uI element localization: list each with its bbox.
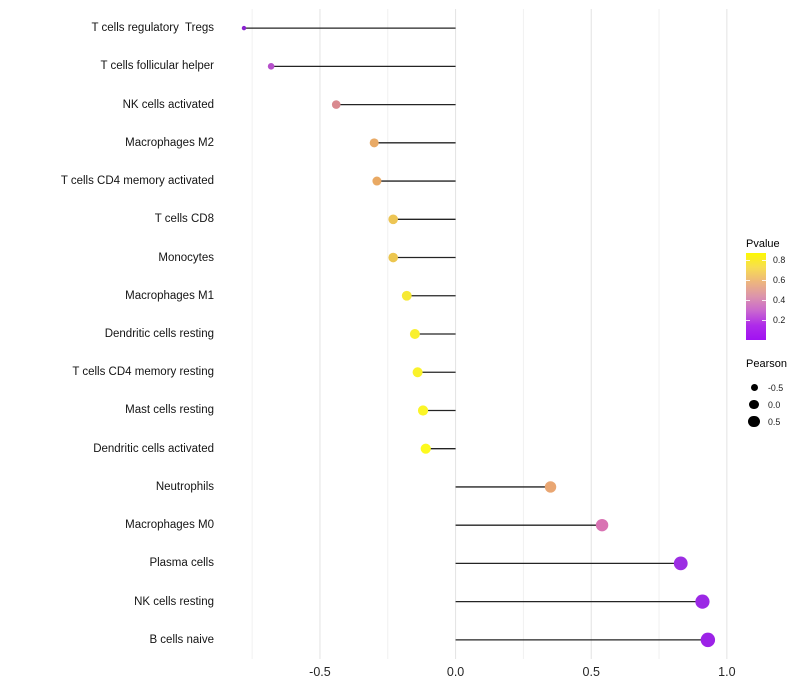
- lollipop-point: [700, 632, 716, 648]
- y-axis-label: T cells CD8: [154, 213, 214, 226]
- y-axis-label: B cells naive: [149, 633, 214, 646]
- pvalue-tick-label: 0.6: [773, 275, 786, 285]
- lollipop-plot-svg: [241, 9, 728, 659]
- y-axis-label: Mast cells resting: [125, 404, 214, 417]
- y-axis-label: Dendritic cells resting: [104, 328, 214, 340]
- pvalue-bar-tick: [762, 320, 766, 321]
- pearson-item-label: 0.5: [768, 416, 781, 427]
- lollipop-point: [241, 25, 247, 31]
- lollipop-point: [695, 594, 710, 609]
- x-axis-tick-label: -0.5: [309, 665, 331, 679]
- y-axis-label: Plasma cells: [149, 557, 214, 570]
- pearson-size-dot: [746, 380, 762, 396]
- lollipop-point: [388, 252, 398, 263]
- pearson-item-label: 0.0: [768, 399, 781, 410]
- pearson-legend-title: Pearson: [746, 358, 787, 370]
- x-axis-tick-label: 1.0: [718, 665, 736, 679]
- pearson-legend-item: 0.5: [746, 413, 800, 430]
- x-axis-tick-label: 0.0: [446, 665, 465, 679]
- lollipop-point: [412, 367, 423, 378]
- y-axis-label: Macrophages M1: [125, 289, 214, 302]
- y-axis-label: Macrophages M0: [125, 519, 214, 532]
- y-axis-label: NK cells activated: [122, 98, 214, 111]
- lollipop-point: [420, 443, 431, 454]
- pearson-legend-item: 0.0: [746, 396, 800, 413]
- lollipop-point: [544, 481, 557, 493]
- lollipop-point: [369, 138, 379, 148]
- pvalue-legend: Pvalue 0.8 0.6 0.4 0.2: [746, 238, 800, 340]
- pvalue-bar-tick: [762, 300, 766, 301]
- pvalue-tick-label: 0.4: [773, 295, 786, 305]
- y-axis-label: Neutrophils: [155, 480, 214, 493]
- y-axis-label: T cells CD4 memory activated: [60, 175, 214, 188]
- y-axis-label: T cells follicular helper: [100, 60, 214, 73]
- lollipop-point: [595, 518, 609, 532]
- y-axis-label: NK cells resting: [134, 595, 214, 608]
- lollipop-point: [673, 556, 688, 571]
- y-axis-label: Monocytes: [158, 251, 214, 264]
- pearson-legend-items: -0.5 0.0 0.5: [746, 379, 800, 430]
- lollipop-point: [331, 100, 341, 109]
- lollipop-point: [388, 214, 398, 225]
- plot-panel: [225, 9, 735, 659]
- lollipop-point: [401, 290, 412, 301]
- pvalue-bar-tick: [746, 260, 750, 261]
- pearson-size-dot: [746, 414, 762, 430]
- pvalue-tick-label: 0.8: [773, 254, 786, 265]
- pearson-item-label: -0.5: [768, 382, 784, 393]
- y-axis-label: T cells CD4 memory resting: [72, 366, 214, 379]
- pvalue-tick-label: 0.2: [773, 315, 786, 325]
- pvalue-bar-tick: [746, 300, 750, 301]
- pvalue-bar-tick: [746, 280, 750, 281]
- x-axis-tick-label: 0.5: [582, 665, 600, 679]
- pvalue-bar-tick: [762, 280, 766, 281]
- y-axis-label: Macrophages M2: [125, 136, 214, 149]
- pvalue-legend-title: Pvalue: [746, 238, 780, 250]
- pvalue-gradient-bar: 0.8 0.6 0.4 0.2: [746, 253, 785, 340]
- pearson-legend-item: -0.5: [746, 379, 800, 396]
- pvalue-bar-tick: [762, 260, 766, 261]
- pearson-size-dot: [746, 397, 762, 413]
- pvalue-bar-tick: [746, 320, 750, 321]
- y-axis-label: Dendritic cells activated: [93, 442, 214, 455]
- lollipop-point: [417, 405, 429, 416]
- pearson-legend: Pearson -0.5 0.0 0.5: [746, 358, 800, 430]
- lollipop-point: [267, 63, 275, 70]
- y-axis-label: T cells regulatory Tregs: [91, 22, 214, 35]
- lollipop-point: [409, 329, 420, 339]
- lollipop-point: [372, 176, 382, 186]
